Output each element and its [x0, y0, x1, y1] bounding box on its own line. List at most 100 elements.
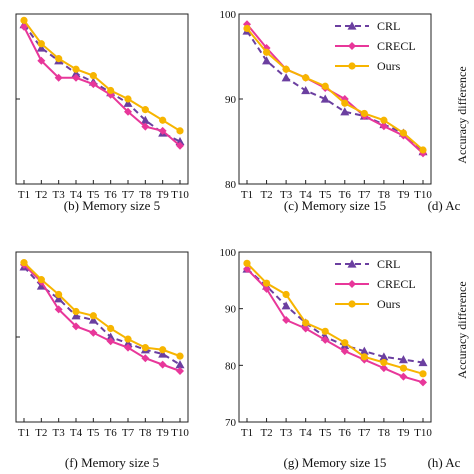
x-tick-label: T8	[378, 427, 391, 439]
panel-caption: (g) Memory size 15	[284, 455, 387, 470]
x-tick-label: T1	[18, 189, 30, 201]
point-crecl-2	[37, 56, 46, 65]
x-tick-label: T5	[319, 189, 332, 201]
series-line-crl	[23, 24, 181, 143]
series-crecl	[20, 260, 184, 375]
point-crl-10	[418, 358, 428, 367]
point-crecl-4	[72, 322, 80, 331]
point-crl-3	[281, 73, 291, 82]
crop-mask-left	[0, 0, 14, 474]
x-tick-label: T3	[53, 189, 66, 201]
point-legend-crl-1	[347, 21, 357, 30]
panel-caption: (c) Memory size 15	[284, 198, 386, 213]
point-crecl-4	[72, 73, 80, 82]
point-crl-6	[340, 107, 350, 116]
point-crl-9	[158, 349, 168, 358]
point-ours-5	[89, 72, 97, 80]
x-tick-label: T8	[139, 427, 152, 439]
legend-label-crl: CRL	[377, 257, 400, 271]
point-ours-6	[107, 324, 115, 333]
point-ours-1	[20, 16, 28, 24]
side-label-bottom: Accuracy difference	[455, 281, 469, 378]
x-tick-label: T7	[122, 427, 135, 439]
x-tick-label: T3	[53, 427, 66, 439]
point-ours-6	[107, 86, 115, 95]
point-crecl-5	[89, 328, 98, 337]
panel-caption: (h) Ac	[428, 455, 461, 470]
point-crecl-2	[262, 284, 271, 293]
point-crl-9	[398, 355, 408, 364]
series-crl	[19, 262, 185, 369]
point-ours-4	[302, 319, 310, 327]
series-line-crecl	[246, 268, 424, 384]
panel-5: (g) Memory size 15 70 80 90 100 T1 T2 T3 T4 T5 T6 T…	[220, 247, 433, 470]
x-tick-label: T6	[339, 427, 352, 439]
point-crl-2	[36, 43, 46, 52]
series-line-ours	[246, 27, 424, 151]
x-tick-label: T4	[300, 189, 313, 201]
x-tick-label: T10	[171, 189, 189, 201]
point-crl-5	[88, 315, 98, 324]
point-ours-9	[159, 346, 167, 354]
x-tick-label: T4	[70, 189, 83, 201]
panel-caption: (f) Memory size 5	[65, 455, 159, 470]
series-crecl	[20, 22, 184, 150]
x-tick-label: T4	[300, 427, 313, 439]
x-tick-label: T10	[414, 427, 432, 439]
point-legend-crl-1	[347, 259, 357, 268]
x-tick-label: T3	[280, 427, 293, 439]
point-crecl-8	[141, 354, 150, 363]
legend-label-ours: Ours	[377, 59, 401, 73]
point-crl-8	[379, 352, 389, 361]
point-ours-8	[141, 106, 149, 114]
point-crecl-7	[124, 343, 132, 352]
point-crl-7	[123, 338, 133, 347]
legend-label-crecl: CRECL	[377, 277, 416, 291]
point-crl-4	[71, 311, 81, 320]
legend: CRL CRECL Ours	[335, 19, 416, 73]
x-tick-label: T10	[414, 189, 432, 201]
point-ours-3	[55, 290, 63, 299]
legend: CRL CRECL Ours	[335, 257, 416, 311]
point-ours-3	[282, 65, 290, 73]
point-ours-4	[302, 74, 310, 82]
panel-3: (d) Ac	[428, 198, 461, 213]
point-crl-7	[123, 98, 133, 107]
point-ours-2	[37, 40, 45, 48]
point-crecl-6	[106, 337, 115, 346]
panel-2: (c) Memory size 15 80 90 100 T1 T2 T3 T4 T5 T6 T7 T…	[220, 9, 433, 213]
y-tick-label: 80	[225, 179, 237, 191]
point-ours-5	[89, 312, 97, 320]
x-tick-label: T3	[280, 189, 293, 201]
point-ours-4	[72, 307, 80, 316]
point-ours-10	[176, 127, 184, 135]
point-ours-9	[399, 364, 408, 372]
y-tick-label: 90	[225, 304, 237, 316]
x-tick-label: T10	[171, 427, 189, 439]
series-ours	[243, 259, 427, 378]
point-ours-7	[360, 353, 368, 361]
x-tick-label: T5	[87, 189, 100, 201]
point-ours-10	[176, 352, 184, 360]
panel-caption: (d) Ac	[428, 198, 461, 213]
series-line-ours	[246, 262, 424, 375]
y-tick-label: 100	[220, 9, 237, 21]
x-tick-label: T6	[105, 189, 118, 201]
point-legend-ours-1	[348, 62, 356, 70]
panel-6: (h) Ac	[428, 455, 461, 470]
point-crecl-10	[176, 367, 184, 375]
x-tick-label: T9	[397, 189, 410, 201]
point-ours-6	[341, 339, 349, 347]
series-ours	[20, 259, 184, 360]
point-crl-7	[359, 346, 369, 355]
x-tick-label: T1	[18, 427, 30, 439]
x-tick-label: T4	[70, 427, 83, 439]
x-tick-label: T6	[105, 427, 118, 439]
point-ours-3	[282, 290, 290, 299]
point-crecl-3	[282, 316, 291, 324]
series-line-crl	[246, 30, 424, 153]
point-crecl-4	[301, 324, 310, 333]
point-ours-3	[55, 55, 63, 63]
point-ours-6	[341, 99, 349, 107]
point-crecl-8	[141, 122, 150, 131]
